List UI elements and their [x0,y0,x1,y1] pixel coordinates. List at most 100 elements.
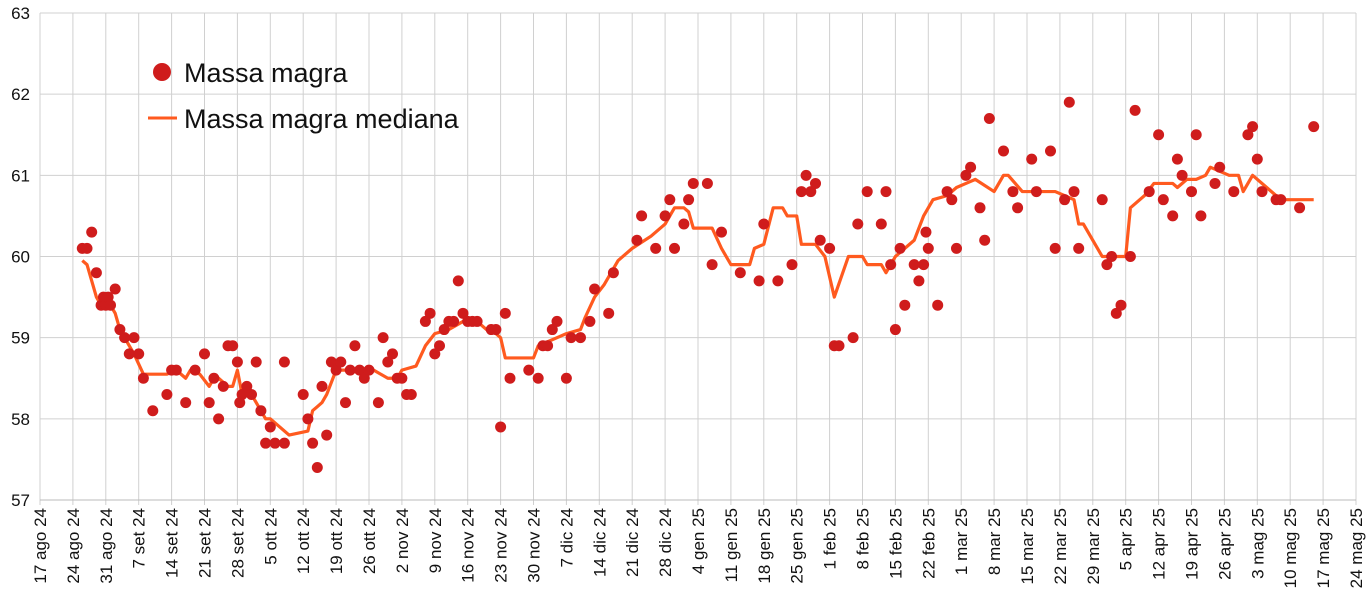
x-tick-label: 14 dic 24 [590,508,609,577]
data-point [180,397,192,409]
x-tick-label: 28 dic 24 [656,508,675,577]
data-point [457,307,469,319]
data-point [1157,194,1169,206]
data-point [1242,129,1254,141]
data-point [1143,186,1155,198]
data-point [1167,210,1179,222]
x-tick-label: 25 gen 25 [788,508,807,584]
data-point [1106,251,1118,262]
data-point [575,332,586,344]
data-point [908,259,920,271]
data-point [363,364,375,376]
data-point [1124,251,1136,262]
data-point [965,161,977,173]
data-point [631,234,643,246]
data-point [434,340,445,352]
data-point [264,421,276,433]
data-point [231,356,243,368]
data-point [86,226,98,238]
data-point [983,113,995,125]
y-tick-label: 59 [11,329,30,348]
x-tick-label: 19 ott 24 [327,508,346,574]
data-point [861,186,873,198]
data-point [889,324,901,336]
data-point [636,210,648,222]
data-point [297,388,309,400]
data-point [833,340,845,352]
data-point [560,372,572,384]
data-point [260,437,272,449]
data-point [664,194,676,206]
data-point [941,186,953,198]
x-tick-label: 7 dic 24 [557,508,576,568]
grid [39,12,1357,505]
data-point [899,299,911,311]
data-point [551,315,563,327]
data-point [1063,96,1075,108]
data-point [1045,145,1056,157]
data-point [81,242,93,254]
data-point [419,315,431,327]
data-point [918,259,930,271]
data-point [1195,210,1207,222]
data-point [307,437,319,449]
data-point [208,372,220,384]
x-tick-label: 22 mar 25 [1051,508,1070,585]
data-point [495,421,507,433]
data-point [278,437,290,449]
data-point [960,169,972,181]
data-point [683,194,695,206]
legend-label-line: Massa magra mediana [184,104,460,134]
x-tick-label: 18 gen 25 [755,508,774,584]
data-point [330,364,342,376]
data-point [1007,186,1019,198]
x-tick-label: 26 ott 24 [360,508,379,574]
data-point [847,332,859,344]
data-point [669,242,680,254]
data-point [1096,194,1108,206]
data-point [946,194,958,206]
data-point [452,275,464,287]
data-point [852,218,864,230]
x-tick-label: 2 nov 24 [393,508,412,573]
data-point [913,275,925,287]
x-tick-label: 4 gen 25 [689,508,708,574]
data-point [974,202,986,214]
data-point [1275,194,1287,206]
data-point [786,259,798,271]
data-point [335,356,347,368]
data-point [114,324,126,336]
data-point [1176,169,1188,181]
x-tick-label: 5 apr 25 [1117,508,1136,570]
y-tick-label: 63 [11,4,30,23]
data-point [800,169,812,181]
data-point [137,372,149,384]
x-tick-label: 8 feb 25 [854,508,873,569]
data-point [255,405,267,417]
x-tick-label: 26 apr 25 [1215,508,1234,580]
data-point [1251,153,1263,165]
data-point [387,348,398,360]
data-point [119,332,131,344]
data-point [565,332,577,344]
data-point [589,283,601,295]
data-point [250,356,262,368]
data-point [429,348,441,360]
data-point [772,275,784,287]
data-point [753,275,765,287]
data-point [123,348,135,360]
data-point [701,177,713,189]
data-point [1059,194,1071,206]
data-point [90,267,102,279]
x-tick-label: 23 nov 24 [492,508,511,583]
x-tick-label: 24 mag 25 [1347,508,1366,588]
data-point [979,234,991,246]
data-point [1153,129,1165,141]
data-point [546,324,558,336]
data-point [278,356,290,368]
x-tick-label: 16 nov 24 [459,508,478,583]
y-tick-label: 57 [11,491,30,510]
data-point [199,348,210,360]
legend-label-points: Massa magra [184,58,349,88]
